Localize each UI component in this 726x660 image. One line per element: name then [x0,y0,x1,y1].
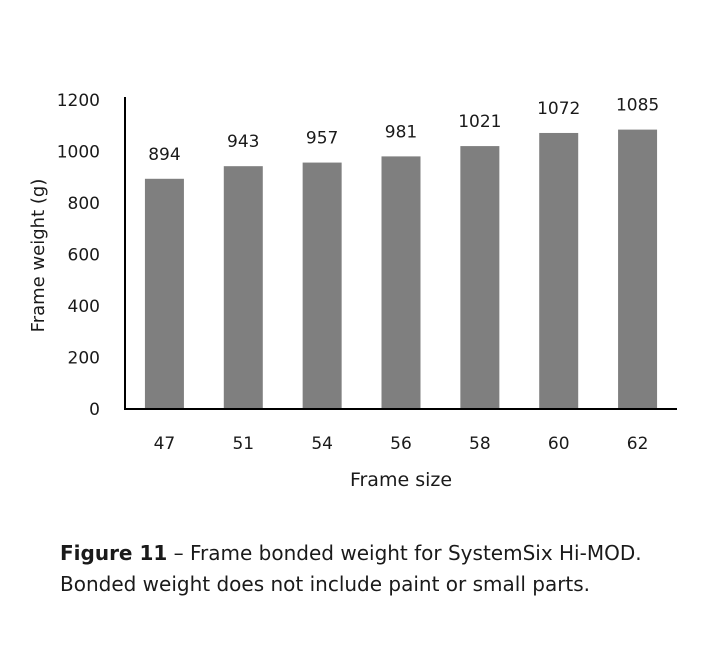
x-tick-label-60: 60 [548,434,570,454]
figure-label: Figure 11 [60,541,168,565]
x-tick-label-56: 56 [390,434,412,454]
x-axis-label: Frame size [350,469,452,491]
bar-60 [539,132,579,409]
bar-62 [618,129,658,410]
bar-chart: 894 943 957 981 1021 1072 1085 0 200 400 600 800 10… [28,91,677,491]
bar-47 [144,178,184,409]
y-tick-label-400: 400 [68,297,100,317]
y-tick-label-0: 0 [89,400,100,420]
bar-51 [223,166,263,409]
figure-caption: Figure 11 – Frame bonded weight for Syst… [60,538,700,600]
bar-54 [302,162,342,409]
data-label-51: 943 [227,132,259,152]
y-axis-label: Frame weight (g) [28,179,49,333]
x-tick-label-51: 51 [232,434,254,454]
y-tick-label-1000: 1000 [57,143,100,163]
y-tick-label-800: 800 [68,194,100,214]
data-label-56: 981 [385,122,417,142]
x-tick-label-58: 58 [469,434,491,454]
data-label-58: 1021 [458,112,501,132]
y-tick-label-600: 600 [68,246,100,266]
data-label-47: 894 [148,145,180,165]
data-label-54: 957 [306,129,338,149]
x-tick-label-62: 62 [627,434,649,454]
figure-caption-text: – Frame bonded weight for SystemSix Hi-M… [60,541,642,596]
y-tick-label-200: 200 [68,349,100,369]
data-label-62: 1085 [616,96,659,116]
x-tick-labels-group: 47 51 54 56 58 60 62 [154,434,649,454]
bar-58 [460,146,500,409]
data-label-60: 1072 [537,99,580,119]
x-tick-label-54: 54 [311,434,333,454]
y-tick-label-1200: 1200 [57,91,100,111]
bars-group [144,129,658,410]
y-tick-labels-group: 0 200 400 600 800 1000 1200 [57,91,100,420]
bar-56 [381,156,421,409]
data-labels-group: 894 943 957 981 1021 1072 1085 [148,96,659,165]
x-tick-label-47: 47 [154,434,176,454]
